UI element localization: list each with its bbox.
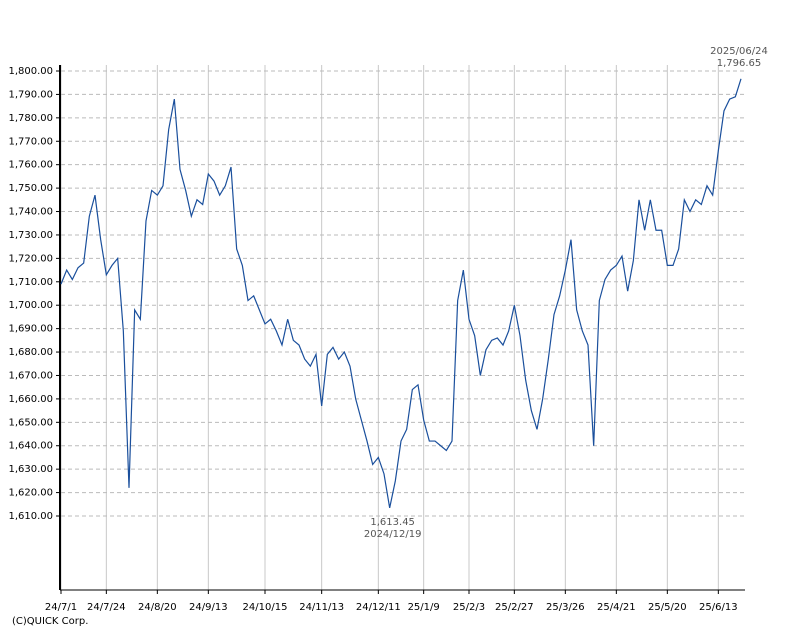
x-tick-label: 25/3/26 [546, 602, 585, 613]
x-tick-label: 25/4/21 [597, 602, 636, 613]
y-tick-label: 1,710.00 [8, 277, 53, 288]
y-tick-label: 1,780.00 [8, 113, 53, 124]
annotation-date: 2024/12/19 [364, 529, 422, 540]
x-tick-label: 24/7/24 [87, 602, 126, 613]
x-tick-label: 24/9/13 [189, 602, 228, 613]
y-tick-label: 1,750.00 [8, 183, 53, 194]
y-tick-label: 1,760.00 [8, 160, 53, 171]
y-tick-label: 1,680.00 [8, 347, 53, 358]
y-tick-label: 1,720.00 [8, 253, 53, 264]
x-tick-label: 24/8/20 [138, 602, 177, 613]
value-label: 1,796.65 [717, 58, 762, 69]
y-tick-label: 1,700.00 [8, 300, 53, 311]
y-tick-label: 1,770.00 [8, 136, 53, 147]
x-tick-label: 25/5/20 [648, 602, 687, 613]
x-tick-label: 25/2/3 [453, 602, 485, 613]
y-tick-label: 1,800.00 [8, 66, 53, 77]
y-tick-label: 1,620.00 [8, 488, 53, 499]
price-line [60, 78, 742, 509]
y-tick-label: 1,790.00 [8, 89, 53, 100]
y-tick-label: 1,640.00 [8, 441, 53, 452]
x-tick-label: 24/7/1 [45, 602, 77, 613]
y-tick-label: 1,610.00 [8, 511, 53, 522]
copyright: (C)QUICK Corp. [12, 616, 88, 627]
y-tick-label: 1,740.00 [8, 207, 53, 218]
x-tick-label: 25/2/27 [495, 602, 534, 613]
y-tick-label: 1,690.00 [8, 324, 53, 335]
y-tick-label: 1,630.00 [8, 464, 53, 475]
value-label: 1,613.45 [370, 517, 415, 528]
y-tick-label: 1,650.00 [8, 417, 53, 428]
y-tick-label: 1,730.00 [8, 230, 53, 241]
x-tick-label: 24/11/13 [299, 602, 344, 613]
annotation-date: 2025/06/24 [710, 46, 768, 57]
x-tick-label: 24/12/11 [356, 602, 401, 613]
x-tick-label: 25/6/13 [699, 602, 738, 613]
y-tick-label: 1,660.00 [8, 394, 53, 405]
y-tick-label: 1,670.00 [8, 370, 53, 381]
x-tick-label: 24/10/15 [243, 602, 288, 613]
x-tick-label: 25/1/9 [408, 602, 440, 613]
